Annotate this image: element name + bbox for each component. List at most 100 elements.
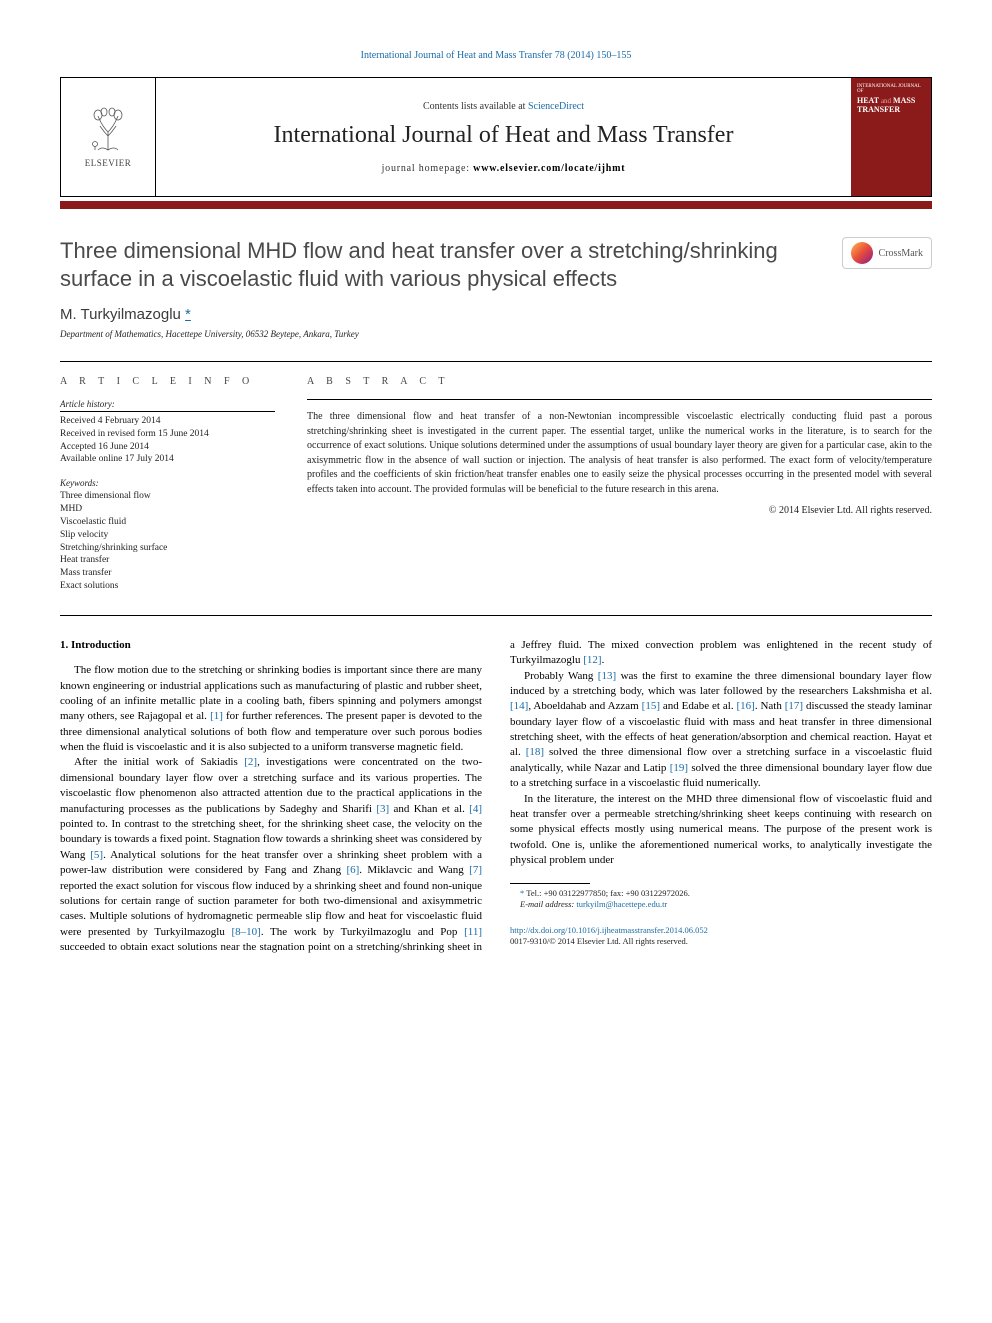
page-container: International Journal of Heat and Mass T… (0, 0, 992, 996)
journal-cover-thumbnail: INTERNATIONAL JOURNAL OF HEAT and MASS T… (851, 78, 931, 196)
fax-label: ; fax: (606, 888, 626, 898)
issn-copyright: 0017-9310/© 2014 Elsevier Ltd. All right… (510, 936, 688, 946)
history-label: Article history: (60, 399, 275, 412)
ref-link[interactable]: [17] (785, 700, 803, 712)
ref-link[interactable]: [11] (464, 926, 482, 938)
article-history: Article history: Received 4 February 201… (60, 399, 275, 466)
keyword: Mass transfer (60, 567, 275, 580)
ref-link[interactable]: [8–10] (232, 926, 261, 938)
ref-link[interactable]: [3] (376, 803, 389, 815)
footnote-email: E-mail address: turkyilm@hacettepe.edu.t… (510, 899, 932, 910)
corresponding-author-link[interactable]: * (185, 306, 191, 323)
text: and Khan et al. (389, 803, 469, 815)
ref-link[interactable]: [13] (598, 670, 616, 682)
ref-link[interactable]: [6] (346, 864, 359, 876)
keyword: Slip velocity (60, 529, 275, 542)
text: After the initial work of Sakiadis (74, 756, 244, 768)
text: . (602, 654, 605, 666)
email-link[interactable]: turkyilm@hacettepe.edu.tr (576, 899, 667, 909)
history-online: Available online 17 July 2014 (60, 453, 275, 466)
crossmark-icon (851, 242, 873, 264)
keyword: MHD (60, 503, 275, 516)
homepage-line: journal homepage: www.elsevier.com/locat… (382, 163, 626, 174)
fax-value: +90 03122972026. (626, 888, 690, 898)
ref-link[interactable]: [19] (670, 762, 688, 774)
publisher-name: ELSEVIER (85, 158, 132, 168)
abstract-rule: The three dimensional flow and heat tran… (307, 399, 932, 516)
elsevier-tree-icon (84, 106, 132, 154)
ref-link[interactable]: [7] (469, 864, 482, 876)
masthead: ELSEVIER Contents lists available at Sci… (60, 77, 932, 197)
citation-link[interactable]: International Journal of Heat and Mass T… (361, 50, 632, 61)
footnote-tel: * Tel.: +90 03122977850; fax: +90 031229… (510, 888, 932, 899)
ref-link[interactable]: [15] (642, 700, 660, 712)
text: In the literature, the interest on the M… (510, 793, 932, 867)
ref-link[interactable]: [4] (469, 803, 482, 815)
crossmark-badge[interactable]: CrossMark (842, 237, 932, 269)
article-info-column: A R T I C L E I N F O Article history: R… (60, 376, 275, 593)
keywords-label: Keywords: (60, 478, 275, 488)
text: . The work by Turkyilmazoglu and Pop (261, 926, 464, 938)
cover-title: HEAT and MASS TRANSFER (857, 97, 925, 115)
email-label: E-mail address: (520, 899, 576, 909)
abstract-column: A B S T R A C T The three dimensional fl… (307, 376, 932, 593)
text: Probably Wang (524, 670, 598, 682)
history-received: Received 4 February 2014 (60, 415, 275, 428)
contents-line: Contents lists available at ScienceDirec… (423, 101, 584, 112)
keywords-block: Keywords: Three dimensional flow MHD Vis… (60, 478, 275, 593)
abstract-heading: A B S T R A C T (307, 376, 932, 387)
homepage-prefix: journal homepage: (382, 163, 474, 174)
cover-title-heat: HEAT (857, 96, 879, 105)
keyword: Exact solutions (60, 580, 275, 593)
tel-label: Tel.: (526, 888, 543, 898)
text: . Nath (755, 700, 785, 712)
ref-link[interactable]: [14] (510, 700, 528, 712)
abstract-text: The three dimensional flow and heat tran… (307, 410, 932, 497)
article-title: Three dimensional MHD flow and heat tran… (60, 237, 822, 292)
doi-link[interactable]: http://dx.doi.org/10.1016/j.ijheatmasstr… (510, 925, 708, 935)
sciencedirect-link[interactable]: ScienceDirect (528, 101, 584, 112)
ref-link[interactable]: [1] (210, 710, 223, 722)
corresponding-mark-icon: * (520, 888, 524, 898)
meta-row: A R T I C L E I N F O Article history: R… (60, 361, 932, 593)
doi-block: http://dx.doi.org/10.1016/j.ijheatmasstr… (510, 925, 932, 949)
body-columns: 1. Introduction The flow motion due to t… (60, 638, 932, 956)
crossmark-label: CrossMark (879, 248, 923, 259)
keyword: Viscoelastic fluid (60, 516, 275, 529)
cover-smalltext: INTERNATIONAL JOURNAL OF (857, 84, 925, 94)
article-info-heading: A R T I C L E I N F O (60, 376, 275, 387)
cover-title-mass: MASS (893, 96, 915, 105)
footnote-block: * Tel.: +90 03122977850; fax: +90 031229… (510, 883, 932, 911)
article-head: Three dimensional MHD flow and heat tran… (60, 237, 932, 292)
masthead-center: Contents lists available at ScienceDirec… (156, 78, 851, 196)
intro-paragraph-3: Probably Wang [13] was the first to exam… (510, 669, 932, 792)
ref-link[interactable]: [12] (583, 654, 601, 666)
cover-title-and: and (881, 97, 891, 105)
keyword: Three dimensional flow (60, 490, 275, 503)
ref-link[interactable]: [2] (244, 756, 257, 768)
cover-title-transfer: TRANSFER (857, 105, 900, 114)
masthead-rule (60, 201, 932, 209)
tel-value: +90 03122977850 (544, 888, 606, 898)
text: . Miklavcic and Wang (359, 864, 469, 876)
ref-link[interactable]: [18] (526, 746, 544, 758)
homepage-link[interactable]: www.elsevier.com/locate/ijhmt (473, 163, 625, 174)
author-name: M. Turkyilmazoglu (60, 306, 181, 323)
ref-link[interactable]: [16] (736, 700, 754, 712)
intro-paragraph-1: The flow motion due to the stretching or… (60, 663, 482, 755)
history-accepted: Accepted 16 June 2014 (60, 441, 275, 454)
ref-link[interactable]: [5] (90, 849, 103, 861)
authors: M. Turkyilmazoglu * (60, 306, 932, 323)
abstract-copyright: © 2014 Elsevier Ltd. All rights reserved… (307, 505, 932, 516)
top-citation: International Journal of Heat and Mass T… (60, 50, 932, 61)
section-heading-introduction: 1. Introduction (60, 638, 482, 653)
keyword: Stretching/shrinking surface (60, 542, 275, 555)
text: , Aboeldahab and Azzam (528, 700, 641, 712)
publisher-logo: ELSEVIER (61, 78, 156, 196)
text: and Edabe et al. (660, 700, 737, 712)
affiliation: Department of Mathematics, Hacettepe Uni… (60, 329, 932, 339)
keyword: Heat transfer (60, 554, 275, 567)
journal-title: International Journal of Heat and Mass T… (274, 122, 734, 149)
contents-prefix: Contents lists available at (423, 101, 528, 112)
intro-paragraph-4: In the literature, the interest on the M… (510, 792, 932, 869)
